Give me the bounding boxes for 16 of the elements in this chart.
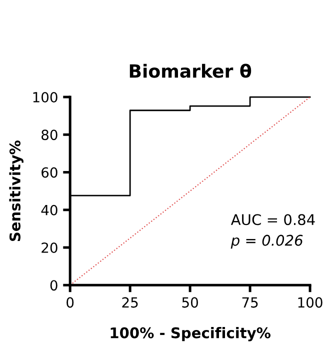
y-tick-label: 40 <box>41 204 58 216</box>
annotation: AUC = 0.84 <box>230 214 315 226</box>
y-tick-label: 100 <box>33 92 58 102</box>
y-tick-label: 60 <box>42 167 58 178</box>
y-tick-label: 0 <box>50 280 58 291</box>
x-tick-label: 50 <box>182 297 198 308</box>
y-axis-title: Sensitivity% <box>9 140 24 242</box>
y-tick-label: 20 <box>42 242 58 253</box>
x-tick-label: 0 <box>66 297 74 308</box>
x-axis-title: 100% - Specificity% <box>110 327 270 342</box>
y-tick-label: 80 <box>42 130 58 140</box>
chart-title: Biomarker θ <box>130 64 252 78</box>
x-tick-label: 100 <box>298 297 322 308</box>
annotation: p = 0.026 <box>230 234 303 249</box>
x-tick-label: 75 <box>242 297 258 308</box>
x-tick-label: 25 <box>122 297 138 308</box>
